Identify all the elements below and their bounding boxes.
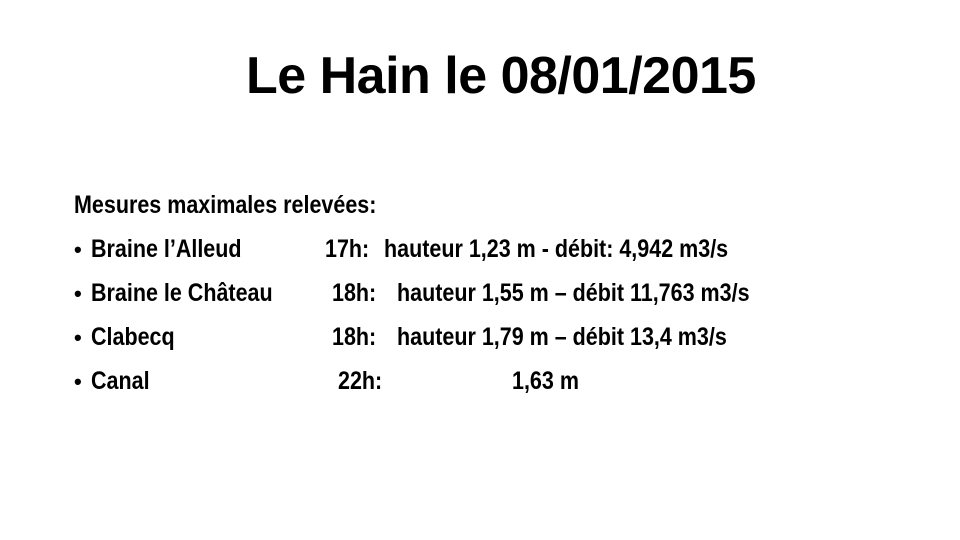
measure-values: 1,63 m bbox=[512, 367, 579, 395]
station-name: Canal bbox=[91, 367, 150, 395]
measure-time: 22h: bbox=[338, 367, 383, 395]
measure-values: hauteur 1,23 m - débit: 4,942 m3/s bbox=[384, 235, 729, 263]
slide-title: Le Hain le 08/01/2015 bbox=[246, 47, 756, 105]
station-name: Braine le Château bbox=[91, 279, 273, 307]
bullet-icon: • bbox=[74, 369, 82, 394]
station-name: Clabecq bbox=[91, 323, 175, 351]
measure-time: 18h: bbox=[332, 279, 377, 307]
section-heading: Mesures maximales relevées: bbox=[74, 191, 377, 219]
bullet-icon: • bbox=[74, 325, 82, 350]
measure-values: hauteur 1,55 m – débit 11,763 m3/s bbox=[397, 279, 750, 307]
measure-time: 17h: bbox=[325, 235, 370, 263]
measure-values: hauteur 1,79 m – débit 13,4 m3/s bbox=[397, 323, 727, 351]
measure-time: 18h: bbox=[332, 323, 377, 351]
bullet-icon: • bbox=[74, 237, 82, 262]
station-name: Braine l’Alleud bbox=[91, 235, 242, 263]
bullet-icon: • bbox=[74, 281, 82, 306]
